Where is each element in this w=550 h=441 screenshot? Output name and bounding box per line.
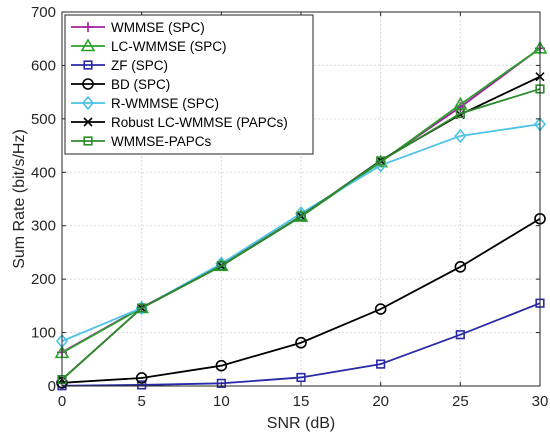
legend-item: WMMSE (SPC) bbox=[71, 20, 205, 35]
legend-box bbox=[64, 14, 314, 155]
legend-item: Robust LC-WMMSE (PAPCs) bbox=[71, 115, 288, 130]
legend-marker bbox=[83, 22, 93, 32]
data-point bbox=[216, 378, 226, 388]
x-tick-label: 10 bbox=[213, 393, 230, 410]
y-tick-label: 400 bbox=[31, 164, 56, 181]
x-tick-label: 5 bbox=[137, 393, 145, 410]
x-tick-label: 15 bbox=[293, 393, 310, 410]
legend-label: R-WMMSE (SPC) bbox=[111, 96, 219, 111]
data-point bbox=[374, 303, 387, 315]
x-tick-label: 25 bbox=[452, 393, 469, 410]
data-point bbox=[215, 359, 228, 372]
y-tick-label: 300 bbox=[31, 218, 56, 235]
data-point bbox=[376, 359, 386, 369]
data-point bbox=[216, 261, 226, 271]
y-tick-label: 100 bbox=[31, 325, 56, 342]
y-tick-label: 200 bbox=[31, 271, 56, 288]
legend-marker bbox=[83, 117, 93, 127]
x-tick-label: 0 bbox=[58, 393, 66, 410]
series-line bbox=[61, 217, 541, 384]
x-tick-label: 20 bbox=[372, 393, 389, 410]
legend-item: BD (SPC) bbox=[71, 77, 170, 92]
y-axis-title: Sum Rate (bit/s/Hz) bbox=[11, 129, 28, 269]
legend-marker bbox=[80, 38, 96, 52]
data-point bbox=[455, 108, 465, 119]
data-point bbox=[376, 156, 386, 166]
x-axis-title: SNR (dB) bbox=[267, 415, 335, 432]
y-tick-label: 600 bbox=[31, 57, 56, 74]
legend-label: WMMSE-PAPCs bbox=[111, 134, 211, 149]
legend-label: BD (SPC) bbox=[111, 77, 170, 92]
data-point bbox=[137, 303, 147, 313]
legend-item: ZF (SPC) bbox=[71, 58, 168, 73]
data-point bbox=[137, 380, 147, 390]
legend-label: LC-WMMSE (SPC) bbox=[111, 39, 227, 54]
legend-label: Robust LC-WMMSE (PAPCs) bbox=[111, 115, 288, 130]
legend-marker bbox=[82, 78, 94, 90]
legend-item: WMMSE-PAPCs bbox=[71, 134, 211, 149]
legend-item: R-WMMSE (SPC) bbox=[71, 95, 219, 111]
series-4 bbox=[56, 212, 546, 389]
legend-label: WMMSE (SPC) bbox=[111, 20, 205, 35]
data-point bbox=[454, 261, 467, 273]
legend-marker bbox=[81, 95, 95, 111]
data-point bbox=[296, 372, 306, 383]
y-tick-label: 500 bbox=[31, 111, 56, 128]
data-point bbox=[455, 330, 465, 340]
legend-item: LC-WMMSE (SPC) bbox=[71, 38, 227, 54]
legend-label: ZF (SPC) bbox=[111, 58, 168, 73]
series-line bbox=[61, 88, 541, 381]
data-point bbox=[295, 336, 307, 349]
data-point bbox=[454, 128, 467, 144]
y-tick-label: 700 bbox=[31, 4, 56, 21]
legend-marker bbox=[83, 60, 93, 70]
data-point bbox=[296, 211, 306, 221]
legend-marker bbox=[83, 136, 93, 146]
y-tick-label: 0 bbox=[48, 378, 56, 395]
legend: WMMSE (SPC) LC-WMMSE (SPC) ZF (SPC) BD (SPC… bbox=[64, 14, 314, 155]
x-tick-label: 30 bbox=[532, 393, 549, 410]
